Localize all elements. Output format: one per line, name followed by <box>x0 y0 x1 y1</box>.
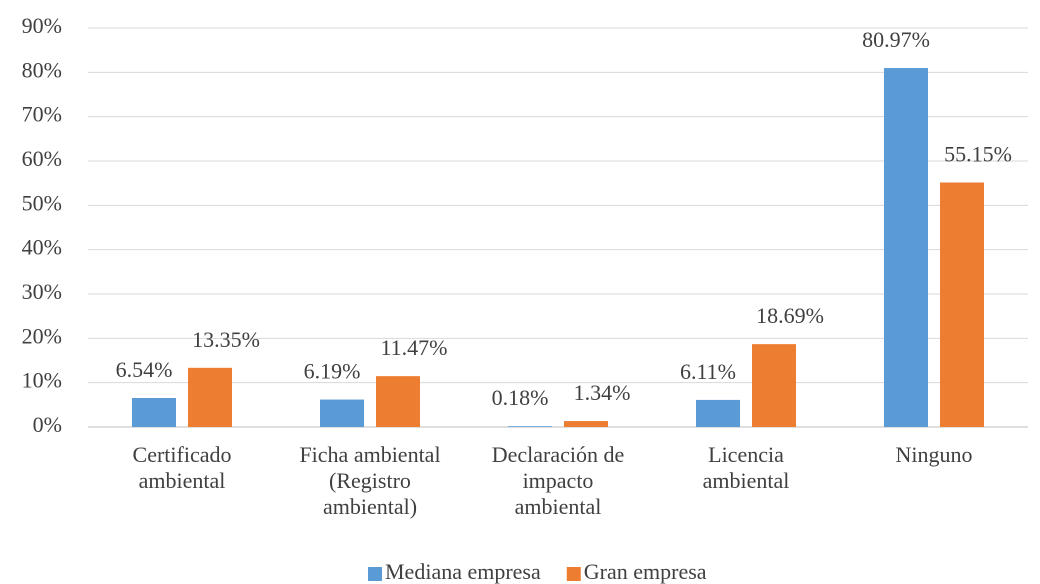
data-label: 18.69% <box>756 303 824 328</box>
x-tick-label: Ninguno <box>896 442 973 467</box>
x-tick-label: Ficha ambiental (Registro ambiental) <box>299 442 440 519</box>
bar <box>320 399 364 427</box>
y-tick-label: 80% <box>22 57 62 82</box>
legend-swatch <box>368 567 382 581</box>
x-tick-label: Licencia ambiental <box>703 442 790 493</box>
legend: Mediana empresa Gran empresa <box>368 559 707 584</box>
data-label: 1.34% <box>574 380 631 405</box>
bar <box>940 182 984 427</box>
y-tick-label: 50% <box>22 190 62 215</box>
y-tick-label: 0% <box>33 412 62 437</box>
data-label: 6.11% <box>680 359 736 384</box>
bar <box>884 68 928 428</box>
data-label: 6.54% <box>116 357 173 382</box>
data-label: 0.18% <box>492 385 549 410</box>
bar <box>752 344 796 427</box>
legend-label: Gran empresa <box>584 559 707 584</box>
x-tick-label: Certificado ambiental <box>133 442 232 493</box>
legend-label: Mediana empresa <box>385 559 541 584</box>
y-tick-label: 30% <box>22 279 62 304</box>
y-tick-label: 20% <box>22 323 62 348</box>
bar <box>188 367 232 427</box>
bar <box>132 398 176 427</box>
y-tick-label: 60% <box>22 146 62 171</box>
data-label: 11.47% <box>380 335 447 360</box>
data-label: 80.97% <box>862 27 930 52</box>
y-tick-label: 40% <box>22 235 62 260</box>
bar <box>696 399 740 427</box>
y-tick-label: 70% <box>22 102 62 127</box>
y-tick-label: 10% <box>22 368 62 393</box>
bar <box>376 376 420 427</box>
legend-swatch <box>566 567 581 581</box>
x-tick-label: Declaración de impacto ambiental <box>492 442 625 519</box>
data-label: 13.35% <box>192 327 260 352</box>
y-tick-label: 90% <box>22 13 62 38</box>
bar <box>508 426 552 427</box>
data-label: 6.19% <box>304 359 361 384</box>
data-label: 55.15% <box>944 142 1012 167</box>
bar <box>564 421 608 427</box>
